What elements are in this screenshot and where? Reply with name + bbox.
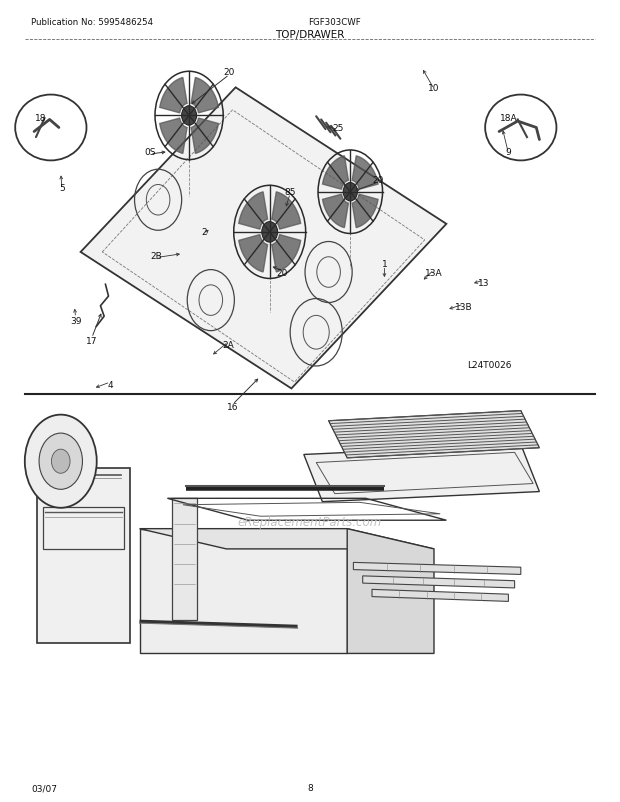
Text: 03/07: 03/07: [31, 783, 57, 792]
Text: 8: 8: [307, 783, 313, 792]
Text: 13B: 13B: [455, 302, 472, 312]
Text: 18A: 18A: [500, 114, 517, 124]
Text: 39: 39: [70, 316, 81, 326]
Circle shape: [39, 434, 82, 490]
Polygon shape: [363, 576, 515, 588]
Polygon shape: [272, 192, 301, 230]
Circle shape: [182, 107, 197, 126]
Polygon shape: [239, 192, 268, 230]
Text: 2B: 2B: [151, 252, 162, 261]
Circle shape: [262, 222, 278, 243]
Text: 2A: 2A: [223, 340, 234, 350]
Polygon shape: [272, 235, 301, 273]
Text: L24T0026: L24T0026: [467, 360, 512, 370]
Text: Publication No: 5995486254: Publication No: 5995486254: [31, 18, 153, 27]
Text: eReplacementParts.com: eReplacementParts.com: [238, 516, 382, 529]
Text: 5: 5: [59, 184, 65, 193]
Text: 4: 4: [107, 380, 113, 390]
Text: 18: 18: [35, 114, 46, 124]
Polygon shape: [191, 79, 218, 114]
Polygon shape: [140, 529, 434, 549]
Text: 20: 20: [373, 176, 384, 185]
Polygon shape: [239, 235, 268, 273]
Polygon shape: [43, 507, 124, 549]
Text: 2: 2: [202, 228, 208, 237]
Polygon shape: [191, 119, 218, 154]
Polygon shape: [172, 499, 197, 620]
Polygon shape: [352, 156, 378, 190]
Polygon shape: [140, 529, 347, 654]
Text: 10: 10: [428, 83, 440, 93]
Polygon shape: [160, 79, 187, 114]
Text: 13A: 13A: [425, 268, 443, 277]
Text: 20: 20: [224, 67, 235, 77]
Polygon shape: [304, 445, 539, 502]
Text: 25: 25: [332, 124, 343, 133]
Text: 20: 20: [277, 268, 288, 277]
Polygon shape: [81, 88, 446, 389]
Text: 85: 85: [285, 188, 296, 197]
Text: 9: 9: [505, 148, 511, 157]
Circle shape: [51, 450, 70, 474]
Polygon shape: [372, 589, 508, 602]
Polygon shape: [352, 195, 378, 229]
Text: 17: 17: [86, 336, 97, 346]
Polygon shape: [37, 468, 130, 643]
Text: 16: 16: [227, 403, 238, 412]
Text: 0S: 0S: [144, 148, 156, 157]
Polygon shape: [347, 529, 434, 654]
Polygon shape: [329, 411, 539, 458]
Polygon shape: [322, 195, 348, 229]
Text: 13: 13: [478, 278, 489, 288]
Polygon shape: [160, 119, 187, 154]
Circle shape: [25, 415, 97, 508]
Polygon shape: [353, 563, 521, 575]
Polygon shape: [322, 156, 348, 190]
Text: 1: 1: [381, 260, 388, 269]
Text: FGF303CWF: FGF303CWF: [308, 18, 361, 27]
Circle shape: [343, 184, 357, 201]
Text: TOP/DRAWER: TOP/DRAWER: [275, 30, 345, 39]
